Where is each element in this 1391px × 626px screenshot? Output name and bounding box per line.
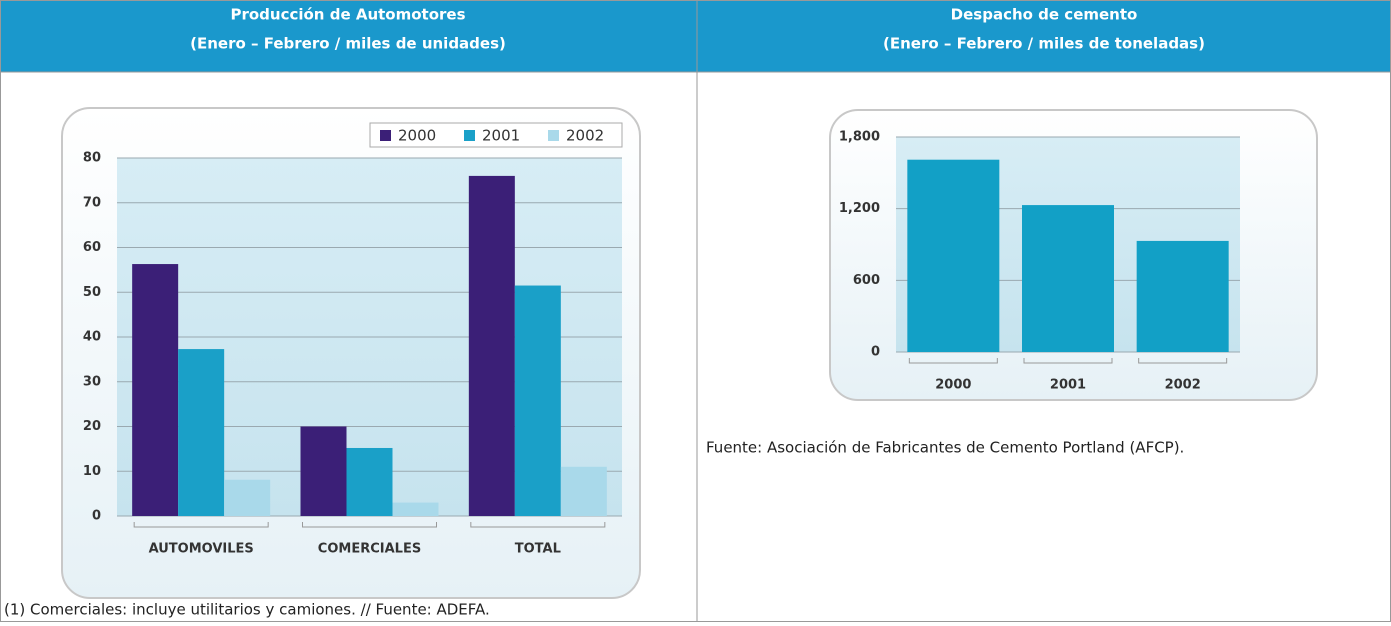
y-tick-label: 0 (92, 509, 101, 524)
footnote: (1) Comerciales: incluye utilitarios y c… (4, 601, 490, 619)
category-bracket (1138, 358, 1228, 364)
y-tick-label: 60 (83, 240, 101, 255)
header-row (0, 0, 1391, 72)
category-bracket (302, 522, 437, 528)
bar (178, 349, 225, 516)
bar (132, 264, 179, 516)
y-tick-label: 30 (83, 374, 101, 389)
x-tick-label: TOTAL (515, 542, 561, 557)
bar (1136, 240, 1229, 352)
category-bracket (133, 522, 269, 528)
x-tick-label: 2002 (1165, 378, 1201, 393)
x-tick-label: 2001 (1050, 378, 1086, 393)
footnote: Fuente: Asociación de Fabricantes de Cem… (706, 439, 1184, 457)
bar (514, 285, 561, 516)
header-title: Producción de Automotores (230, 6, 465, 24)
y-tick-label: 1,200 (839, 201, 880, 216)
y-tick-label: 1,800 (839, 130, 880, 145)
x-tick-label: COMERCIALES (318, 542, 421, 557)
legend-swatch (380, 130, 391, 141)
legend-swatch (548, 130, 559, 141)
y-tick-label: 70 (83, 195, 101, 210)
y-tick-label: 0 (871, 345, 880, 360)
category-bracket (470, 522, 606, 528)
bar (560, 466, 607, 516)
y-tick-label: 10 (83, 464, 101, 479)
legend-label: 2001 (482, 127, 520, 145)
bar (300, 426, 347, 516)
bar (392, 502, 439, 516)
bar (346, 447, 393, 516)
header-subtitle: (Enero – Febrero / miles de toneladas) (883, 35, 1205, 53)
bar (907, 159, 1000, 352)
x-tick-label: AUTOMOVILES (149, 542, 254, 557)
y-tick-label: 20 (83, 419, 101, 434)
y-tick-label: 50 (83, 285, 101, 300)
x-tick-label: 2000 (935, 378, 971, 393)
header-title: Despacho de cemento (951, 6, 1138, 24)
y-tick-label: 600 (853, 273, 880, 288)
category-bracket (1023, 358, 1113, 364)
header-subtitle: (Enero – Febrero / miles de unidades) (190, 35, 506, 53)
legend-box (369, 122, 623, 148)
legend-label: 2002 (566, 127, 604, 145)
bar (1022, 205, 1114, 352)
legend-label: 2000 (398, 127, 436, 145)
bar (468, 175, 515, 516)
bar (224, 479, 271, 516)
y-tick-label: 80 (83, 151, 101, 166)
legend-swatch (464, 130, 475, 141)
y-tick-label: 40 (83, 330, 101, 345)
category-bracket (908, 358, 998, 364)
